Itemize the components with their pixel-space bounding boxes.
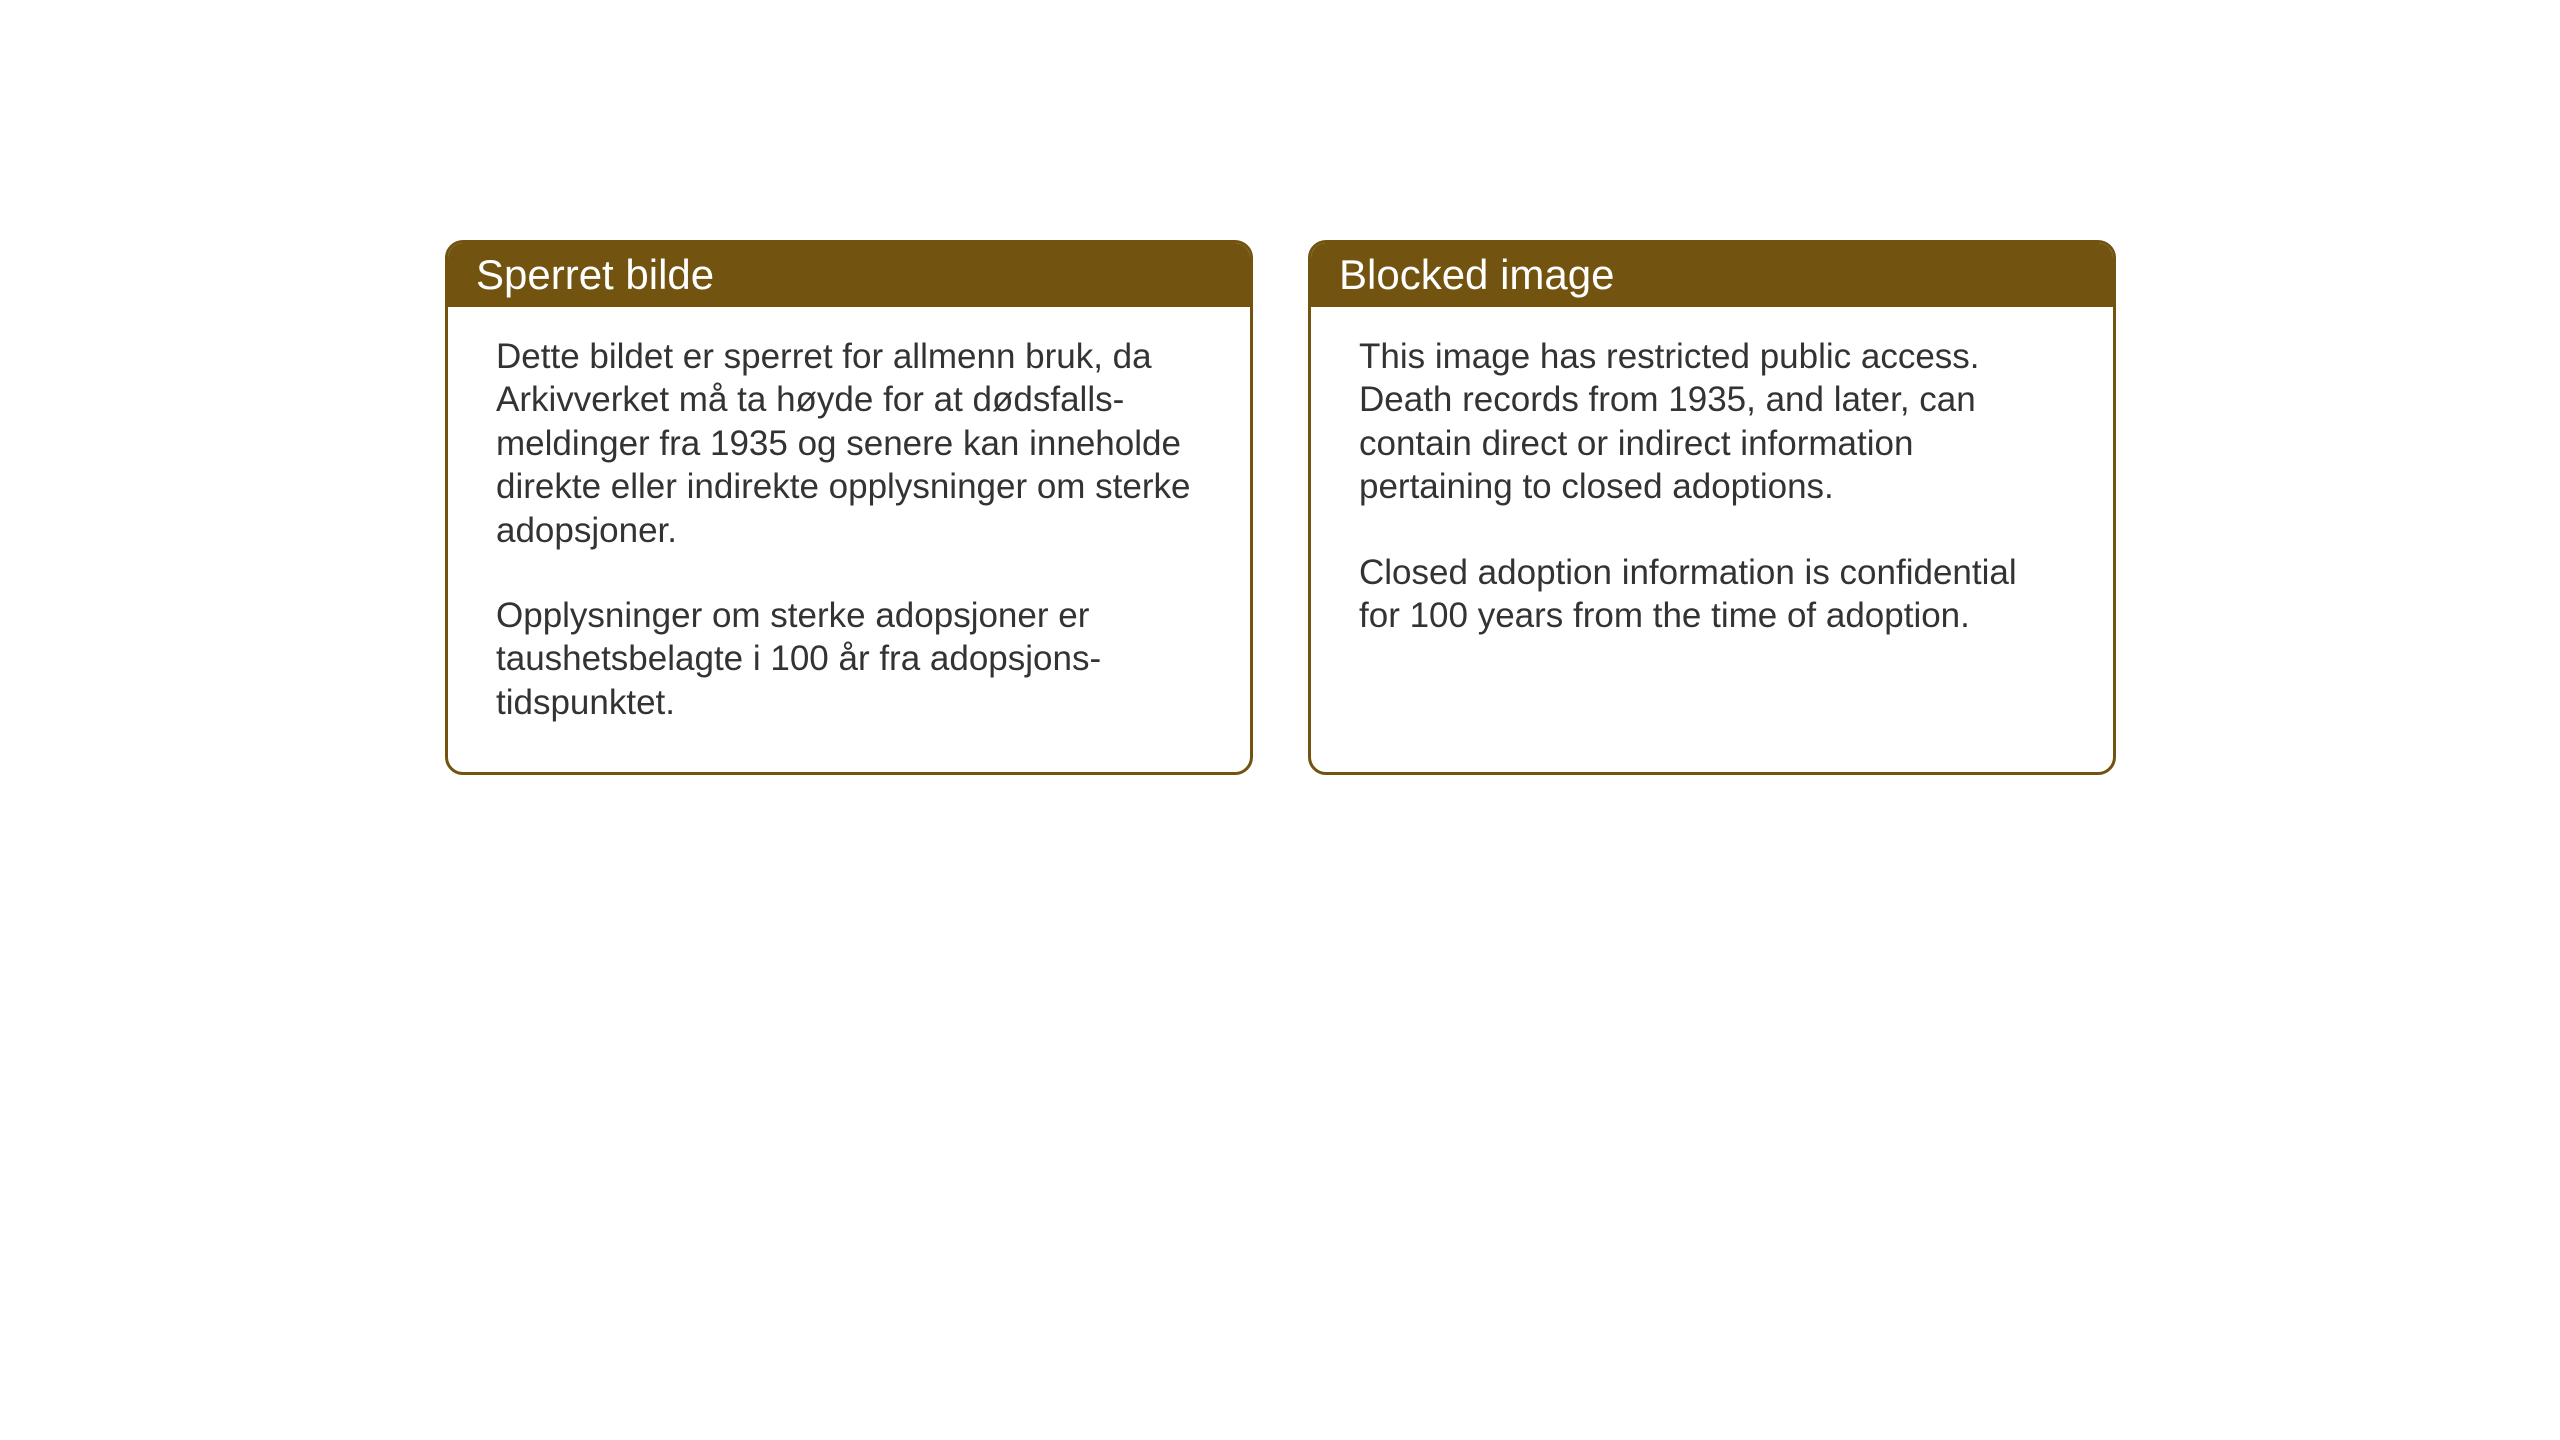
norwegian-paragraph-2: Opplysninger om sterke adopsjoner er tau… <box>496 594 1202 724</box>
english-notice-card: Blocked image This image has restricted … <box>1308 240 2116 775</box>
english-card-body: This image has restricted public access.… <box>1311 307 2113 685</box>
norwegian-notice-card: Sperret bilde Dette bildet er sperret fo… <box>445 240 1253 775</box>
english-card-title: Blocked image <box>1311 243 2113 307</box>
norwegian-card-body: Dette bildet er sperret for allmenn bruk… <box>448 307 1250 772</box>
english-paragraph-2: Closed adoption information is confident… <box>1359 551 2065 638</box>
norwegian-paragraph-1: Dette bildet er sperret for allmenn bruk… <box>496 335 1202 552</box>
norwegian-card-title: Sperret bilde <box>448 243 1250 307</box>
english-paragraph-1: This image has restricted public access.… <box>1359 335 2065 509</box>
notice-container: Sperret bilde Dette bildet er sperret fo… <box>445 240 2116 775</box>
